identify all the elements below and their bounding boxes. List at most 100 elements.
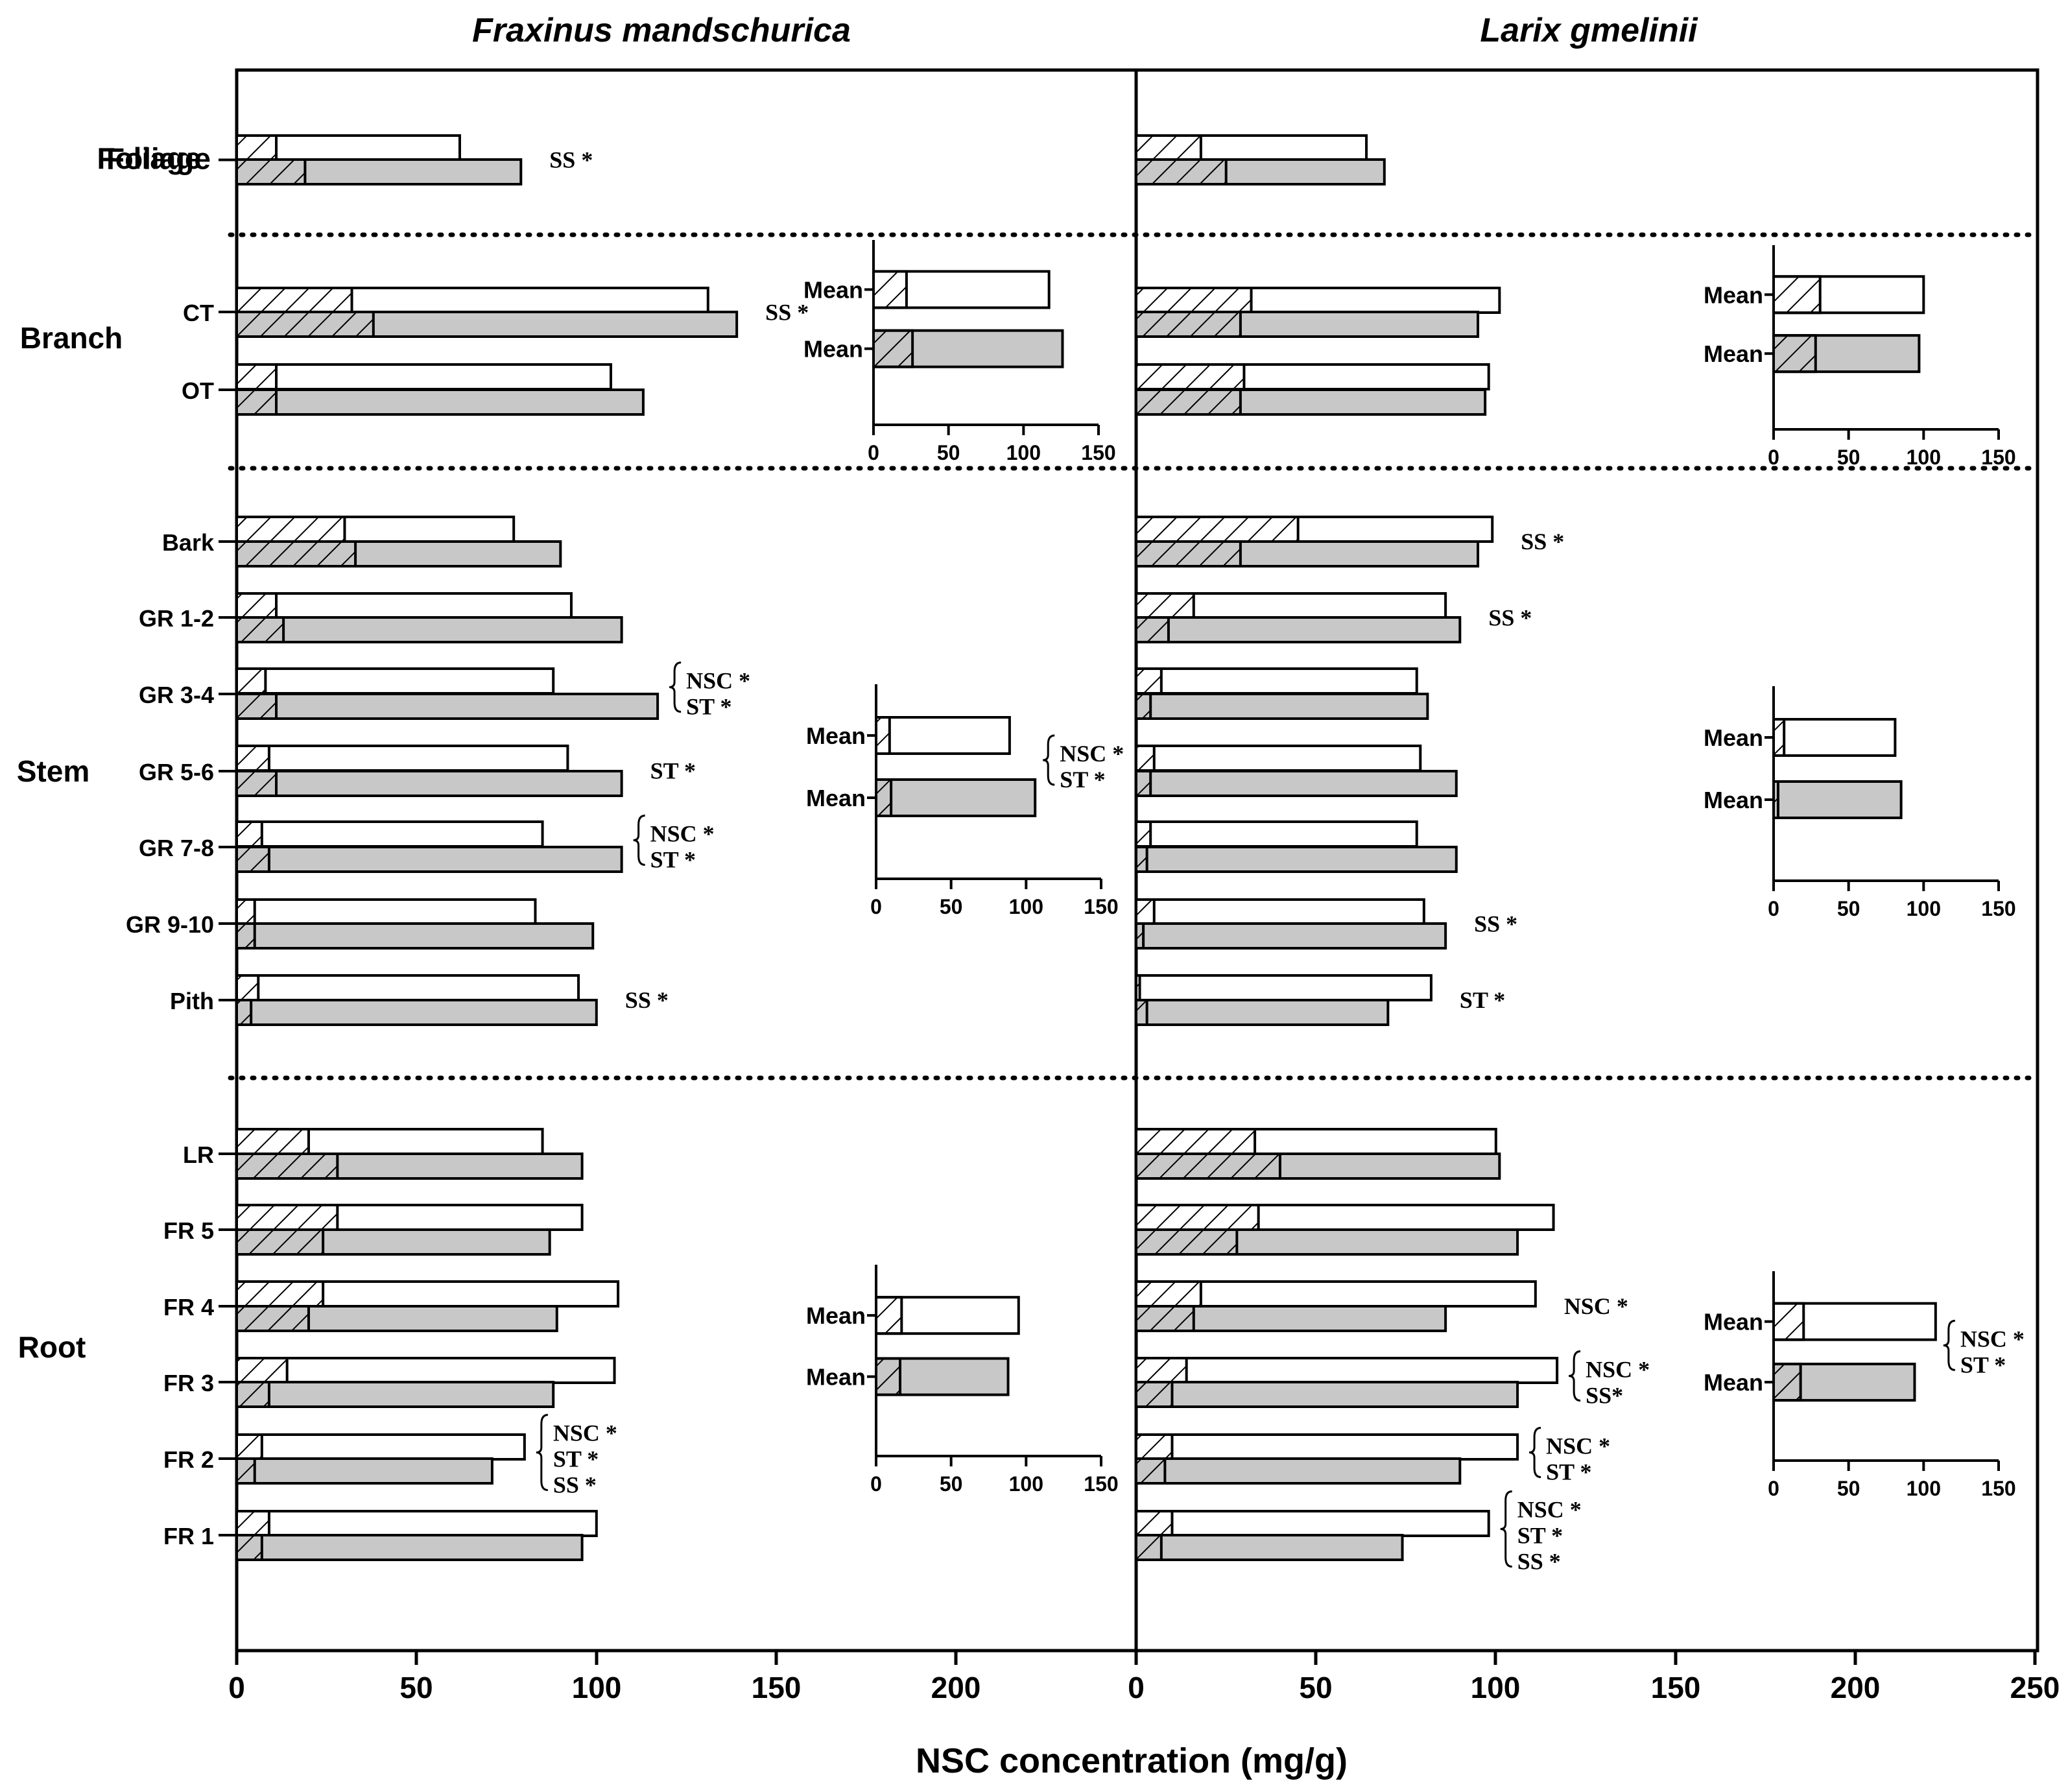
bar-total xyxy=(235,388,645,416)
inset-bar-label: Mean xyxy=(806,723,866,749)
bar-total xyxy=(235,820,544,848)
bar-starch xyxy=(1135,1128,1257,1155)
bar-starch xyxy=(235,388,278,416)
inset-x-tick-label: 0 xyxy=(870,1472,882,1496)
bar-total xyxy=(1135,1357,1559,1384)
section-label-root: Root xyxy=(18,1330,86,1364)
bar-starch xyxy=(235,1305,310,1332)
bar-total xyxy=(1135,1280,1537,1308)
inset-x-tick-label: 50 xyxy=(940,895,963,918)
bar-starch xyxy=(1135,388,1242,416)
inset-x-tick-label: 100 xyxy=(1907,897,1941,920)
bar-starch xyxy=(1135,363,1246,390)
inset-x-tick-label: 50 xyxy=(1837,1477,1860,1500)
inset-x-tick-label: 100 xyxy=(1907,1477,1941,1500)
inset-x-tick-label: 150 xyxy=(1981,446,2015,469)
inset-bar-label: Mean xyxy=(1704,281,1763,308)
bar-total xyxy=(235,1510,598,1537)
bar-starch xyxy=(1135,1510,1174,1537)
x-axis-label: NSC concentration (mg/g) xyxy=(916,1741,1348,1780)
inset-bar-label: Mean xyxy=(1704,1369,1763,1396)
bar-starch xyxy=(235,1357,289,1384)
bar-starch xyxy=(235,311,375,338)
bar-starch xyxy=(1135,1357,1188,1384)
bar-starch xyxy=(1135,846,1148,873)
significance-label: SS * xyxy=(1521,529,1564,555)
group-label: FR 2 xyxy=(163,1446,214,1473)
group-label: FR 4 xyxy=(163,1294,214,1320)
bar-starch xyxy=(1135,1433,1174,1461)
bar-starch xyxy=(1135,1381,1174,1408)
inset-x-tick-label: 100 xyxy=(1009,1472,1043,1496)
bar-starch xyxy=(235,667,267,695)
inset-x-tick-label: 100 xyxy=(1907,446,1941,469)
group-label: GR 7-8 xyxy=(139,835,214,861)
section-label-branch: Branch xyxy=(20,321,123,355)
significance-label: SS * xyxy=(1488,605,1532,631)
inset-bar-starch xyxy=(872,329,914,368)
significance-label: SS * xyxy=(553,1472,597,1498)
significance-label: SS * xyxy=(549,147,593,173)
bar-total xyxy=(235,1457,493,1485)
bar-total xyxy=(1135,693,1429,720)
bar-total xyxy=(1135,1510,1490,1537)
bar-starch xyxy=(235,287,353,314)
bar-total xyxy=(1135,1457,1462,1485)
bar-starch xyxy=(1135,770,1152,797)
bar-total xyxy=(235,846,623,873)
x-tick-label: 150 xyxy=(752,1671,802,1704)
bar-starch xyxy=(235,1204,339,1231)
x-tick-label: 0 xyxy=(1128,1671,1145,1704)
inset-x-tick-label: 0 xyxy=(1768,1477,1779,1500)
bar-starch xyxy=(1135,1204,1260,1231)
bar-starch xyxy=(1135,1457,1167,1485)
bar-starch xyxy=(235,134,278,161)
bar-starch xyxy=(1135,516,1300,543)
bar-total xyxy=(235,363,612,390)
bar-total xyxy=(1135,745,1422,772)
bar-starch xyxy=(235,770,278,797)
inset-x-tick-label: 50 xyxy=(937,441,960,464)
significance-label: ST * xyxy=(1960,1352,2006,1378)
significance-label: ST * xyxy=(1060,767,1105,793)
bar-total xyxy=(235,667,555,695)
inset-bar-starch xyxy=(875,1357,902,1396)
bar-total xyxy=(1135,1381,1519,1408)
significance-label: ST * xyxy=(686,694,731,720)
bar-starch xyxy=(1135,922,1145,950)
inset-bar-starch xyxy=(872,270,908,309)
bar-starch xyxy=(235,1280,325,1308)
significance-label: SS * xyxy=(1517,1549,1561,1575)
significance-label: SS * xyxy=(625,987,669,1013)
bar-starch xyxy=(1135,1280,1202,1308)
bar-starch xyxy=(235,1381,270,1408)
bar-total xyxy=(235,1357,616,1384)
bar-starch xyxy=(1135,158,1228,185)
inset-x-tick-label: 0 xyxy=(1768,446,1779,469)
inset-bar-total xyxy=(875,716,1011,755)
bar-starch xyxy=(1135,134,1202,161)
bar-starch xyxy=(235,1153,339,1180)
inset-bar-label: Mean xyxy=(806,785,866,811)
x-tick-label: 250 xyxy=(2010,1671,2060,1704)
bar-starch xyxy=(1135,311,1242,338)
x-tick-label: 200 xyxy=(931,1671,981,1704)
bar-starch xyxy=(235,1457,256,1485)
bar-starch xyxy=(235,922,256,950)
bar-starch xyxy=(235,693,278,720)
inset-bar-total xyxy=(1772,718,1897,757)
significance-label: ST * xyxy=(553,1446,599,1472)
inset-bar-starch xyxy=(875,1296,903,1335)
bar-starch xyxy=(235,158,307,185)
group-label: CT xyxy=(183,300,214,326)
x-tick-label: 50 xyxy=(1299,1671,1332,1704)
bar-starch xyxy=(235,1228,325,1256)
bar-starch xyxy=(1135,540,1242,567)
bar-starch xyxy=(235,363,278,390)
significance-label: ST * xyxy=(650,758,696,784)
group-label: FR 3 xyxy=(163,1370,214,1396)
bar-total xyxy=(1135,770,1458,797)
bar-total xyxy=(235,745,569,772)
bar-total xyxy=(235,922,595,950)
